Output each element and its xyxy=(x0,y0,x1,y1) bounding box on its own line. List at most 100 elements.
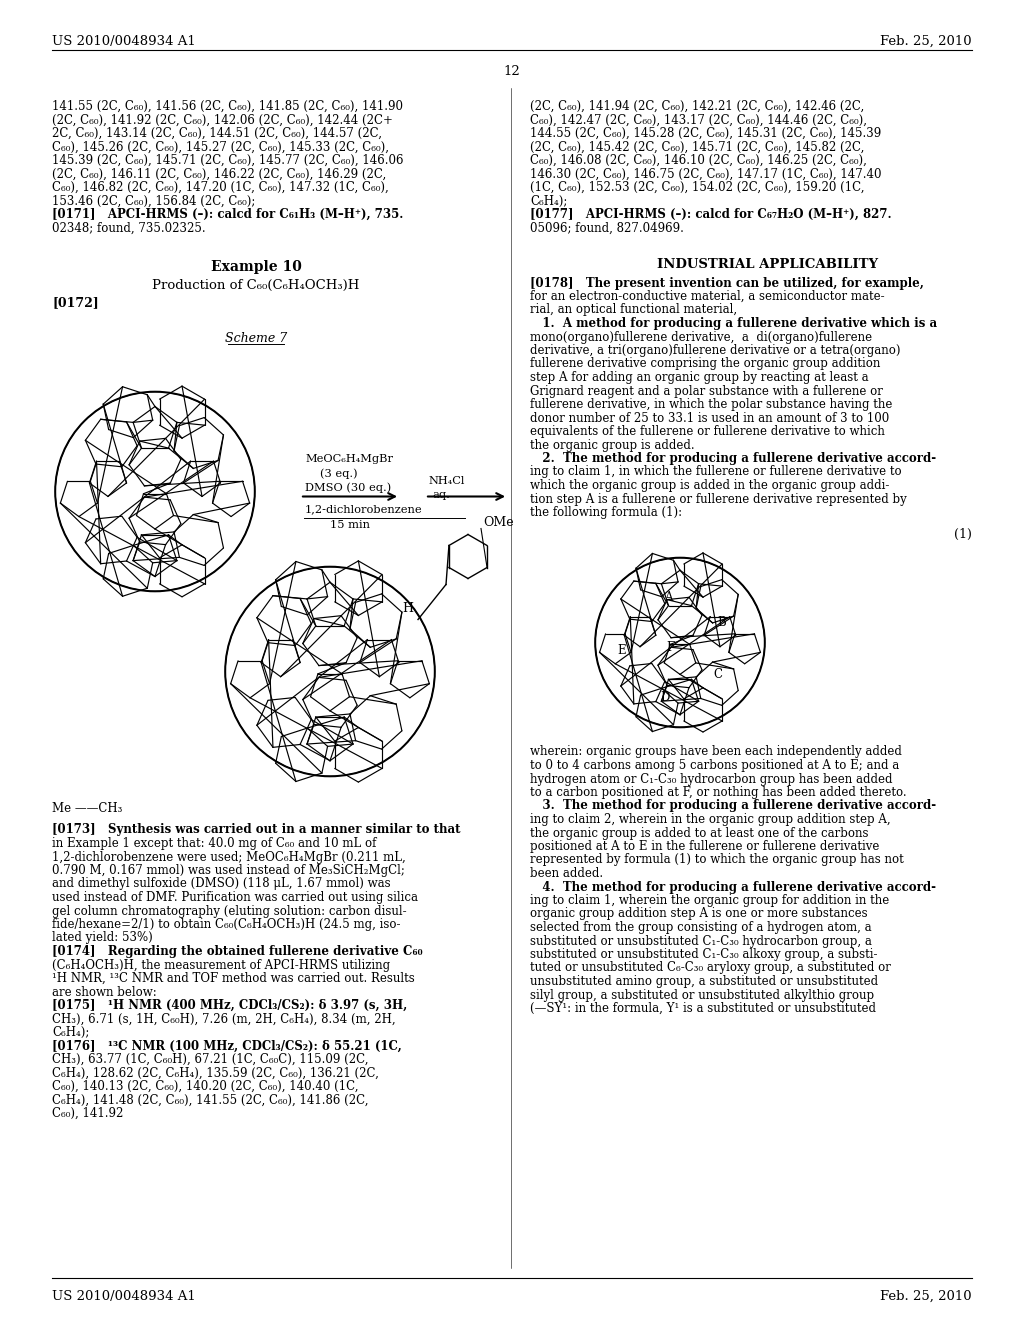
Text: [0175]   ¹H NMR (400 MHz, CDCl₃/CS₂): δ 3.97 (s, 3H,: [0175] ¹H NMR (400 MHz, CDCl₃/CS₂): δ 3.… xyxy=(52,999,408,1012)
Text: been added.: been added. xyxy=(530,867,603,880)
Text: step A for adding an organic group by reacting at least a: step A for adding an organic group by re… xyxy=(530,371,868,384)
Text: ing to claim 1, wherein the organic group for addition in the: ing to claim 1, wherein the organic grou… xyxy=(530,894,889,907)
Text: fide/hexane=2/1) to obtain C₆₀(C₆H₄OCH₃)H (24.5 mg, iso-: fide/hexane=2/1) to obtain C₆₀(C₆H₄OCH₃)… xyxy=(52,917,400,931)
Text: aq.: aq. xyxy=(432,491,450,500)
Text: hydrogen atom or C₁-C₃₀ hydrocarbon group has been added: hydrogen atom or C₁-C₃₀ hydrocarbon grou… xyxy=(530,772,893,785)
Text: gel column chromatography (eluting solution: carbon disul-: gel column chromatography (eluting solut… xyxy=(52,904,407,917)
Text: (2C, C₆₀), 146.11 (2C, C₆₀), 146.22 (2C, C₆₀), 146.29 (2C,: (2C, C₆₀), 146.11 (2C, C₆₀), 146.22 (2C,… xyxy=(52,168,386,181)
Text: ¹H NMR, ¹³C NMR and TOF method was carried out. Results: ¹H NMR, ¹³C NMR and TOF method was carri… xyxy=(52,972,415,985)
Text: INDUSTRIAL APPLICABILITY: INDUSTRIAL APPLICABILITY xyxy=(657,259,879,272)
Text: C: C xyxy=(714,668,723,681)
Text: [0174]   Regarding the obtained fullerene derivative C₆₀: [0174] Regarding the obtained fullerene … xyxy=(52,945,423,958)
Text: CH₃), 63.77 (1C, C₆₀H), 67.21 (1C, C₆₀C), 115.09 (2C,: CH₃), 63.77 (1C, C₆₀H), 67.21 (1C, C₆₀C)… xyxy=(52,1053,369,1067)
Text: 2.  The method for producing a fullerene derivative accord-: 2. The method for producing a fullerene … xyxy=(530,451,936,465)
Text: the following formula (1):: the following formula (1): xyxy=(530,506,682,519)
Text: which the organic group is added in the organic group addi-: which the organic group is added in the … xyxy=(530,479,890,492)
Text: derivative, a tri(organo)fullerene derivative or a tetra(organo): derivative, a tri(organo)fullerene deriv… xyxy=(530,345,900,356)
Text: fullerene derivative, in which the polar substance having the: fullerene derivative, in which the polar… xyxy=(530,399,892,411)
Text: C₆H₄), 141.48 (2C, C₆₀), 141.55 (2C, C₆₀), 141.86 (2C,: C₆H₄), 141.48 (2C, C₆₀), 141.55 (2C, C₆₀… xyxy=(52,1093,369,1106)
Text: Grignard reagent and a polar substance with a fullerene or: Grignard reagent and a polar substance w… xyxy=(530,384,883,397)
Text: equivalents of the fullerene or fullerene derivative to which: equivalents of the fullerene or fulleren… xyxy=(530,425,885,438)
Text: CH₃), 6.71 (s, 1H, C₆₀H), 7.26 (m, 2H, C₆H₄), 8.34 (m, 2H,: CH₃), 6.71 (s, 1H, C₆₀H), 7.26 (m, 2H, C… xyxy=(52,1012,395,1026)
Text: organic group addition step A is one or more substances: organic group addition step A is one or … xyxy=(530,908,867,920)
Text: mono(organo)fullerene derivative,  a  di(organo)fullerene: mono(organo)fullerene derivative, a di(o… xyxy=(530,330,872,343)
Text: 4.  The method for producing a fullerene derivative accord-: 4. The method for producing a fullerene … xyxy=(530,880,936,894)
Text: 146.30 (2C, C₆₀), 146.75 (2C, C₆₀), 147.17 (1C, C₆₀), 147.40: 146.30 (2C, C₆₀), 146.75 (2C, C₆₀), 147.… xyxy=(530,168,882,181)
Text: A: A xyxy=(664,591,672,605)
Text: (2C, C₆₀), 141.92 (2C, C₆₀), 142.06 (2C, C₆₀), 142.44 (2C+: (2C, C₆₀), 141.92 (2C, C₆₀), 142.06 (2C,… xyxy=(52,114,393,127)
Text: (—SY¹: in the formula, Y¹ is a substituted or unsubstituted: (—SY¹: in the formula, Y¹ is a substitut… xyxy=(530,1002,876,1015)
Text: are shown below:: are shown below: xyxy=(52,986,157,998)
Text: positioned at A to E in the fullerene or fullerene derivative: positioned at A to E in the fullerene or… xyxy=(530,840,880,853)
Text: to a carbon positioned at F, or nothing has been added thereto.: to a carbon positioned at F, or nothing … xyxy=(530,785,906,799)
Text: [0177]   APCI-HRMS (–): calcd for C₆₇H₂O (M–H⁺), 827.: [0177] APCI-HRMS (–): calcd for C₆₇H₂O (… xyxy=(530,209,892,220)
Text: Feb. 25, 2010: Feb. 25, 2010 xyxy=(881,1290,972,1303)
Text: C₆H₄);: C₆H₄); xyxy=(52,1026,89,1039)
Text: (3 eq.): (3 eq.) xyxy=(319,469,357,479)
Text: 1,2-dichlorobenzene were used; MeOC₆H₄MgBr (0.211 mL,: 1,2-dichlorobenzene were used; MeOC₆H₄Mg… xyxy=(52,850,406,863)
Text: C₆₀), 146.82 (2C, C₆₀), 147.20 (1C, C₆₀), 147.32 (1C, C₆₀),: C₆₀), 146.82 (2C, C₆₀), 147.20 (1C, C₆₀)… xyxy=(52,181,389,194)
Text: 12: 12 xyxy=(504,65,520,78)
Text: in Example 1 except that: 40.0 mg of C₆₀ and 10 mL of: in Example 1 except that: 40.0 mg of C₆₀… xyxy=(52,837,377,850)
Text: OMe: OMe xyxy=(483,516,514,529)
Text: [0178]   The present invention can be utilized, for example,: [0178] The present invention can be util… xyxy=(530,276,924,289)
Text: (2C, C₆₀), 141.94 (2C, C₆₀), 142.21 (2C, C₆₀), 142.46 (2C,: (2C, C₆₀), 141.94 (2C, C₆₀), 142.21 (2C,… xyxy=(530,100,864,114)
Text: H: H xyxy=(402,602,413,615)
Text: Production of C₆₀(C₆H₄OCH₃)H: Production of C₆₀(C₆H₄OCH₃)H xyxy=(153,279,359,292)
Text: used instead of DMF. Purification was carried out using silica: used instead of DMF. Purification was ca… xyxy=(52,891,418,904)
Text: US 2010/0048934 A1: US 2010/0048934 A1 xyxy=(52,1290,196,1303)
Text: Feb. 25, 2010: Feb. 25, 2010 xyxy=(881,36,972,48)
Text: C₆₀), 140.13 (2C, C₆₀), 140.20 (2C, C₆₀), 140.40 (1C,: C₆₀), 140.13 (2C, C₆₀), 140.20 (2C, C₆₀)… xyxy=(52,1080,358,1093)
Text: represented by formula (1) to which the organic group has not: represented by formula (1) to which the … xyxy=(530,854,904,866)
Text: 141.55 (2C, C₆₀), 141.56 (2C, C₆₀), 141.85 (2C, C₆₀), 141.90: 141.55 (2C, C₆₀), 141.56 (2C, C₆₀), 141.… xyxy=(52,100,403,114)
Text: ing to claim 1, in which the fullerene or fullerene derivative to: ing to claim 1, in which the fullerene o… xyxy=(530,466,901,479)
Text: C₆₀), 141.92: C₆₀), 141.92 xyxy=(52,1107,123,1119)
Text: to 0 to 4 carbons among 5 carbons positioned at A to E; and a: to 0 to 4 carbons among 5 carbons positi… xyxy=(530,759,899,772)
Text: DMSO (30 eq.): DMSO (30 eq.) xyxy=(305,483,391,494)
Text: 145.39 (2C, C₆₀), 145.71 (2C, C₆₀), 145.77 (2C, C₆₀), 146.06: 145.39 (2C, C₆₀), 145.71 (2C, C₆₀), 145.… xyxy=(52,154,403,168)
Text: tion step A is a fullerene or fullerene derivative represented by: tion step A is a fullerene or fullerene … xyxy=(530,492,906,506)
Text: selected from the group consisting of a hydrogen atom, a: selected from the group consisting of a … xyxy=(530,921,871,935)
Text: Scheme 7: Scheme 7 xyxy=(225,331,287,345)
Text: 144.55 (2C, C₆₀), 145.28 (2C, C₆₀), 145.31 (2C, C₆₀), 145.39: 144.55 (2C, C₆₀), 145.28 (2C, C₆₀), 145.… xyxy=(530,127,882,140)
Text: Me ——CH₃: Me ——CH₃ xyxy=(52,801,123,814)
Text: [0176]   ¹³C NMR (100 MHz, CDCl₃/CS₂): δ 55.21 (1C,: [0176] ¹³C NMR (100 MHz, CDCl₃/CS₂): δ 5… xyxy=(52,1040,401,1052)
Text: (1C, C₆₀), 152.53 (2C, C₆₀), 154.02 (2C, C₆₀), 159.20 (1C,: (1C, C₆₀), 152.53 (2C, C₆₀), 154.02 (2C,… xyxy=(530,181,864,194)
Text: C₆₀), 145.26 (2C, C₆₀), 145.27 (2C, C₆₀), 145.33 (2C, C₆₀),: C₆₀), 145.26 (2C, C₆₀), 145.27 (2C, C₆₀)… xyxy=(52,140,389,153)
Text: C₆₀), 142.47 (2C, C₆₀), 143.17 (2C, C₆₀), 144.46 (2C, C₆₀),: C₆₀), 142.47 (2C, C₆₀), 143.17 (2C, C₆₀)… xyxy=(530,114,867,127)
Text: E: E xyxy=(617,644,627,657)
Text: the organic group is added to at least one of the carbons: the organic group is added to at least o… xyxy=(530,826,868,840)
Text: (C₆H₄OCH₃)H, the measurement of APCI-HRMS utilizing: (C₆H₄OCH₃)H, the measurement of APCI-HRM… xyxy=(52,958,390,972)
Text: lated yield: 53%): lated yield: 53%) xyxy=(52,932,153,945)
Text: MeOC₆H₄MgBr: MeOC₆H₄MgBr xyxy=(305,454,393,465)
Text: C₆H₄);: C₆H₄); xyxy=(530,194,567,207)
Text: [0171]   APCI-HRMS (–): calcd for C₆₁H₃ (M–H⁺), 735.: [0171] APCI-HRMS (–): calcd for C₆₁H₃ (M… xyxy=(52,209,403,220)
Text: 3.  The method for producing a fullerene derivative accord-: 3. The method for producing a fullerene … xyxy=(530,800,936,813)
Text: C₆H₄), 128.62 (2C, C₆H₄), 135.59 (2C, C₆₀), 136.21 (2C,: C₆H₄), 128.62 (2C, C₆H₄), 135.59 (2C, C₆… xyxy=(52,1067,379,1080)
Text: 1.  A method for producing a fullerene derivative which is a: 1. A method for producing a fullerene de… xyxy=(530,317,937,330)
Text: NH₄Cl: NH₄Cl xyxy=(428,477,464,487)
Text: (2C, C₆₀), 145.42 (2C, C₆₀), 145.71 (2C, C₆₀), 145.82 (2C,: (2C, C₆₀), 145.42 (2C, C₆₀), 145.71 (2C,… xyxy=(530,140,864,153)
Text: silyl group, a substituted or unsubstituted alkylthio group: silyl group, a substituted or unsubstitu… xyxy=(530,989,874,1002)
Text: [0173]   Synthesis was carried out in a manner similar to that: [0173] Synthesis was carried out in a ma… xyxy=(52,824,461,837)
Text: substituted or unsubstituted C₁-C₃₀ hydrocarbon group, a: substituted or unsubstituted C₁-C₃₀ hydr… xyxy=(530,935,871,948)
Text: C₆₀), 146.08 (2C, C₆₀), 146.10 (2C, C₆₀), 146.25 (2C, C₆₀),: C₆₀), 146.08 (2C, C₆₀), 146.10 (2C, C₆₀)… xyxy=(530,154,867,168)
Text: 05096; found, 827.04969.: 05096; found, 827.04969. xyxy=(530,222,684,235)
Text: donor number of 25 to 33.1 is used in an amount of 3 to 100: donor number of 25 to 33.1 is used in an… xyxy=(530,412,889,425)
Text: F: F xyxy=(666,642,674,653)
Text: wherein: organic groups have been each independently added: wherein: organic groups have been each i… xyxy=(530,746,902,759)
Text: for an electron-conductive material, a semiconductor mate-: for an electron-conductive material, a s… xyxy=(530,290,885,304)
Text: D: D xyxy=(660,690,670,704)
Text: 15 min: 15 min xyxy=(330,520,370,529)
Text: and dimethyl sulfoxide (DMSO) (118 μL, 1.67 mmol) was: and dimethyl sulfoxide (DMSO) (118 μL, 1… xyxy=(52,878,390,891)
Text: 0.790 M, 0.167 mmol) was used instead of Me₃SiCH₂MgCl;: 0.790 M, 0.167 mmol) was used instead of… xyxy=(52,865,404,876)
Text: 2C, C₆₀), 143.14 (2C, C₆₀), 144.51 (2C, C₆₀), 144.57 (2C,: 2C, C₆₀), 143.14 (2C, C₆₀), 144.51 (2C, … xyxy=(52,127,382,140)
Text: [0172]: [0172] xyxy=(52,297,98,309)
Text: US 2010/0048934 A1: US 2010/0048934 A1 xyxy=(52,36,196,48)
Text: the organic group is added.: the organic group is added. xyxy=(530,438,694,451)
Text: B: B xyxy=(718,616,726,630)
Text: fullerene derivative comprising the organic group addition: fullerene derivative comprising the orga… xyxy=(530,358,881,371)
Text: Example 10: Example 10 xyxy=(211,260,301,275)
Text: (1): (1) xyxy=(954,528,972,540)
Text: 1,2-dichlorobenzene: 1,2-dichlorobenzene xyxy=(305,504,423,515)
